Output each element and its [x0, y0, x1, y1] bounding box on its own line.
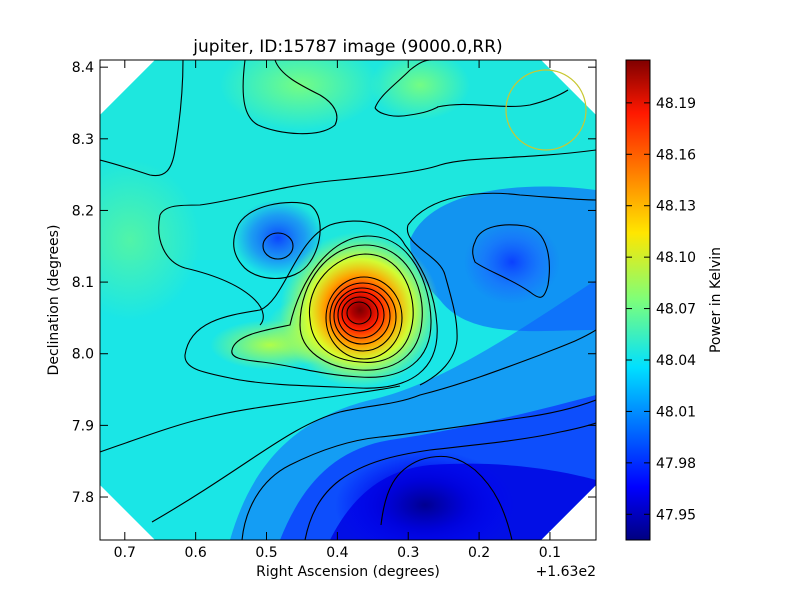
plot-frame: [99, 59, 597, 541]
colorbar-tick-label: 47.95: [656, 507, 696, 523]
colorbar-tick-label: 48.10: [656, 250, 696, 266]
colorbar-tick-label: 47.98: [656, 456, 696, 472]
colorbar-ticks: 47.95 47.98 48.01 48.04 48.07 48.10 48.13 48.16…: [626, 96, 696, 523]
colorbar-label: Power in Kelvin: [708, 247, 724, 353]
colorbar-tick-label: 48.16: [656, 147, 696, 163]
colorbar-tick-label: 48.19: [656, 96, 696, 112]
heatmap-image: [100, 60, 596, 540]
contour-lines: [100, 60, 596, 540]
colorbar-tick-label: 48.04: [656, 353, 696, 369]
y-tick-label: 8.2: [72, 203, 94, 219]
y-tick-label: 8.1: [72, 275, 94, 291]
y-tick-label: 7.9: [72, 418, 94, 434]
beam-circle: [505, 69, 587, 151]
y-tick-label: 8.3: [72, 132, 94, 148]
x-tick-label: 0.6: [185, 545, 207, 561]
colorbar-tick-label: 48.07: [656, 302, 696, 318]
chart-title: jupiter, ID:15787 image (9000.0,RR): [192, 37, 502, 57]
x-axis-offset-label: +1.63e2: [536, 564, 596, 580]
y-tick-label: 8.0: [72, 347, 94, 363]
colorbar-tick-label: 48.01: [656, 404, 696, 420]
x-axis-ticks: 0.7 0.6 0.5 0.4 0.3 0.2 0.1: [114, 60, 561, 561]
x-tick-label: 0.5: [255, 545, 277, 561]
colorbar-tick-label: 48.13: [656, 199, 696, 215]
y-tick-label: 8.4: [72, 60, 94, 76]
y-tick-label: 7.8: [72, 490, 94, 506]
x-tick-label: 0.3: [397, 545, 419, 561]
x-axis-label: Right Ascension (degrees): [256, 564, 440, 580]
colorbar: [625, 59, 651, 541]
y-axis-label: Declination (degrees): [46, 225, 62, 376]
x-tick-label: 0.2: [468, 545, 490, 561]
y-axis-ticks: 7.8 7.9 8.0 8.1 8.2 8.3 8.4: [72, 60, 596, 506]
x-tick-label: 0.1: [539, 545, 561, 561]
x-tick-label: 0.7: [114, 545, 136, 561]
x-tick-label: 0.4: [326, 545, 348, 561]
